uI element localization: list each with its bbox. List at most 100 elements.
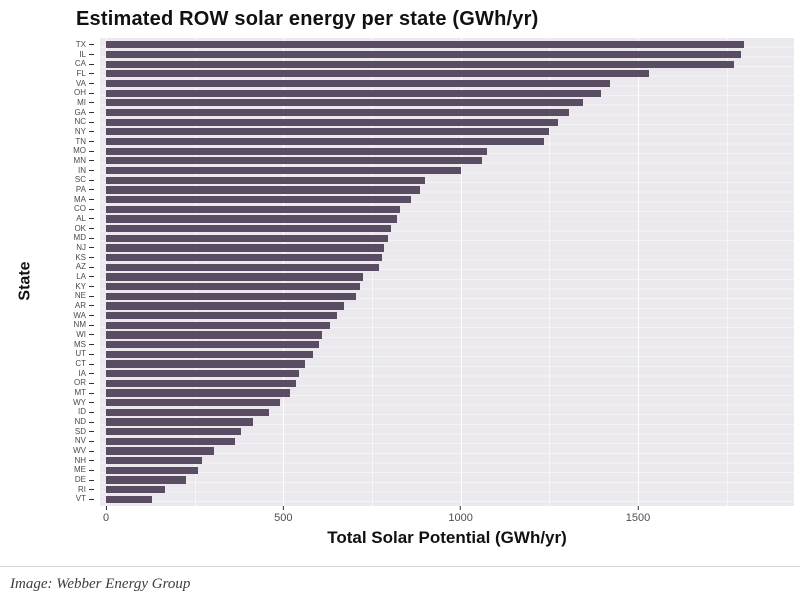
bar-row: CO [38,204,794,214]
y-tick-mark [89,102,94,104]
bar [106,437,236,445]
bar [106,157,482,165]
y-tick-label: VA [75,78,86,88]
y-tick-label: VT [75,494,86,504]
bar-area [106,282,794,292]
bar-row: NH [38,456,794,466]
y-tick-label: CA [74,59,86,69]
y-tick-label: MI [77,97,86,107]
bar [106,118,559,126]
y-tick-mark [89,92,94,94]
y-tick-label: ME [74,465,86,475]
bar [106,176,426,184]
y-tick-mark [89,266,94,268]
bar [106,408,270,416]
bar-area [106,243,794,253]
bar [106,476,186,484]
y-tick-label: TX [75,39,86,49]
caption-divider [0,566,800,567]
x-tick-mark [282,506,284,510]
y-tick-label: MS [74,339,86,349]
bar [106,234,388,242]
bar-row: PA [38,185,794,195]
bar [106,99,583,107]
gridline-minor [371,38,373,506]
bar [106,302,344,310]
y-tick-label: MD [73,233,86,243]
y-tick-label: DE [74,475,86,485]
x-tick-mark [460,506,462,510]
bar-row: IA [38,369,794,379]
bar-row: NE [38,291,794,301]
y-tick-mark [89,179,94,181]
y-tick-mark [89,421,94,423]
bar-area [106,127,794,137]
bar-area [106,350,794,360]
bar [106,321,331,329]
bar-row: MI [38,98,794,108]
bar-area [106,330,794,340]
bar-area [106,88,794,98]
y-tick-label: SC [74,175,86,185]
bar-area [106,195,794,205]
bar [106,137,544,146]
y-tick-mark [89,228,94,230]
bar [106,370,300,378]
y-tick-mark [89,63,94,65]
y-tick-label: MT [74,388,86,398]
y-tick-label: NM [73,320,86,330]
y-tick-mark [89,460,94,462]
bar-area [106,379,794,389]
y-tick-mark [89,44,94,46]
bar [106,399,280,407]
bar-row: VA [38,79,794,89]
bar [106,273,364,281]
bar [106,447,215,455]
bar-row: NC [38,117,794,127]
bar [106,457,203,465]
y-tick-mark [89,131,94,133]
y-tick-mark [89,141,94,143]
y-tick-label: SD [74,426,86,436]
bar-row: WY [38,398,794,408]
bar-area [106,340,794,350]
y-tick-label: PA [75,184,86,194]
y-tick-label: WI [76,329,86,339]
y-tick-label: CO [74,204,86,214]
bar-row: MD [38,233,794,243]
bar-area [106,156,794,166]
y-tick-label: CT [75,359,86,368]
bar [106,244,385,252]
y-tick-label: RI [78,484,86,494]
bar-row: OH [38,88,794,98]
y-tick-label: AR [74,300,86,310]
bar [106,389,291,397]
bar [106,41,745,49]
bar-area [106,417,794,427]
bar-area [106,408,794,418]
bar-row: OK [38,224,794,234]
bar-row: MS [38,340,794,350]
y-tick-mark [89,315,94,317]
bar-row: RI [38,485,794,495]
y-tick-label: ID [78,407,86,417]
y-tick-label: WA [73,310,86,320]
bar-row: MA [38,195,794,205]
y-tick-label: NY [74,126,86,136]
bar-row: LA [38,272,794,282]
y-tick-label: IL [79,49,86,59]
y-tick-label: UT [75,349,86,359]
y-tick-label: KY [75,281,86,291]
bar-row: CA [38,59,794,69]
bar [106,331,323,339]
y-tick-mark [89,373,94,375]
bar-row: GA [38,108,794,118]
bar-area [106,204,794,214]
gridline-minor [726,38,728,506]
x-tick: 1000 [448,506,473,524]
bar-area [106,40,794,50]
bar-row: AR [38,301,794,311]
y-tick-mark [89,121,94,123]
bar [106,195,411,204]
